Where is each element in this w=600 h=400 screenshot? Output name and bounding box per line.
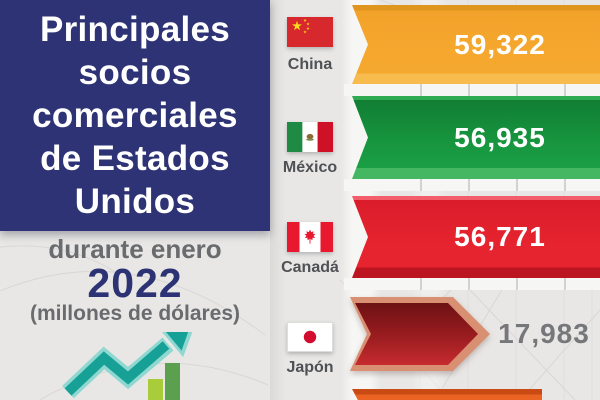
subtitle-year: 2022	[87, 260, 183, 306]
title-line: Unidos	[74, 182, 196, 221]
bar-mexico: 56,935	[352, 96, 600, 179]
canada-flag-icon	[287, 222, 333, 252]
title-block: Principales socios comerciales de Estado…	[0, 0, 270, 231]
tick-mark	[468, 278, 470, 290]
tick-mark	[516, 179, 518, 191]
title-line: socios	[78, 53, 192, 92]
bar-japan-arrow	[350, 297, 490, 371]
tick-mark	[420, 278, 422, 290]
tick-mark	[564, 179, 566, 191]
tick-mark	[468, 179, 470, 191]
panel-edge-shadow	[270, 0, 286, 400]
value-japan: 17,983	[498, 318, 590, 349]
value-mexico: 56,935	[454, 121, 546, 153]
trend-chart-icon	[62, 332, 197, 400]
value-canada: 56,771	[454, 221, 546, 252]
country-label-mexico: México	[282, 159, 338, 176]
country-label-china: China	[287, 56, 333, 73]
value-china: 59,322	[454, 28, 546, 60]
subtitle-period: durante enero	[48, 234, 222, 264]
title-line: comerciales	[32, 96, 238, 135]
scale-track-1	[344, 84, 600, 96]
title-line: Principales	[39, 10, 231, 49]
japan-flag-icon	[287, 322, 333, 352]
bar-china: 59,322	[352, 5, 600, 84]
scale-track-2	[344, 179, 600, 191]
tick-mark	[420, 179, 422, 191]
bar-canada: 56,771	[352, 196, 600, 278]
title-line: de Estados	[40, 139, 230, 178]
tick-mark	[516, 84, 518, 96]
tick-mark	[564, 278, 566, 290]
bar-fifth-partial	[352, 389, 542, 400]
tick-mark	[516, 278, 518, 290]
china-flag-icon	[287, 17, 333, 47]
tick-mark	[468, 84, 470, 96]
tick-mark	[420, 84, 422, 96]
scale-track-3	[344, 278, 600, 290]
mexico-flag-icon	[287, 122, 333, 152]
country-label-japan: Japón	[286, 359, 334, 376]
subtitle-unit: (millones de dólares)	[29, 302, 241, 325]
country-label-canada: Canadá	[281, 259, 339, 276]
tick-mark	[564, 84, 566, 96]
